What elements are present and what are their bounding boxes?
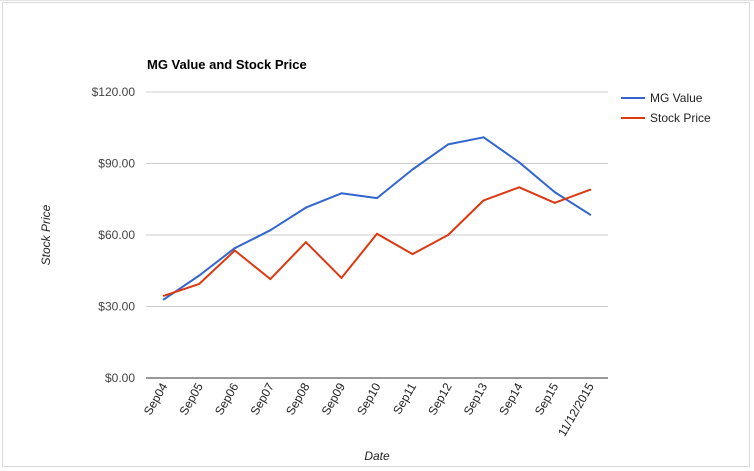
y-tick-label: $0.00 (105, 371, 135, 385)
data-point (304, 206, 307, 209)
data-point (553, 191, 556, 194)
data-point (482, 199, 485, 202)
series-line-0 (163, 136, 591, 301)
x-tick-label: Sep14 (496, 380, 526, 417)
x-tick-label: Sep04 (141, 380, 171, 417)
data-point (376, 197, 378, 200)
data-point (162, 298, 165, 301)
data-point (447, 143, 450, 146)
data-point (233, 247, 236, 250)
data-point (447, 234, 450, 236)
x-tick-label: Sep08 (283, 380, 313, 417)
series-line-1 (163, 186, 591, 297)
series-lines (162, 136, 592, 301)
data-point (518, 186, 521, 189)
x-tick-label: Sep15 (532, 380, 562, 417)
x-tick-label: Sep05 (176, 380, 206, 417)
x-tick-label: 11/12/2015 (555, 380, 597, 439)
data-point (233, 249, 236, 252)
chart-title: MG Value and Stock Price (147, 57, 307, 72)
y-tick-label: $120.00 (92, 85, 136, 99)
data-point (162, 294, 165, 297)
data-point (304, 241, 307, 244)
data-point (411, 253, 414, 256)
y-tick-label: $90.00 (98, 157, 135, 171)
legend: MG Value Stock Price (621, 91, 711, 125)
x-tick-label: Sep06 (212, 380, 242, 417)
x-tick-label: Sep09 (319, 380, 349, 417)
data-point (198, 274, 201, 277)
x-tick-label: Sep10 (354, 380, 384, 417)
y-axis-title: Stock Price (39, 204, 53, 265)
data-point (269, 278, 272, 281)
data-point (198, 282, 201, 285)
gridlines (146, 91, 608, 307)
x-tick-label: Sep11 (390, 380, 419, 417)
data-point (340, 276, 343, 279)
x-axis-title: Date (364, 449, 390, 463)
x-tick-label: Sep12 (425, 380, 455, 417)
x-tick-label: Sep13 (461, 380, 491, 417)
legend-label: Stock Price (650, 111, 711, 125)
x-axis-ticks: Sep04 Sep05 Sep06 Sep07 Sep08 Sep09 Sep10 Sep11… (141, 380, 597, 439)
data-point (589, 213, 592, 216)
x-tick-label: Sep07 (248, 380, 278, 417)
data-point (553, 201, 556, 204)
data-point (376, 232, 378, 235)
data-point (589, 188, 592, 191)
data-point (340, 192, 343, 195)
legend-label: MG Value (650, 91, 703, 105)
y-tick-label: $60.00 (98, 228, 135, 242)
data-point (269, 229, 272, 232)
y-tick-label: $30.00 (98, 300, 135, 314)
data-point (482, 136, 485, 139)
data-point (411, 168, 414, 171)
data-point (518, 161, 521, 164)
y-axis-ticks: $0.00 $30.00 $60.00 $90.00 $120.00 (92, 85, 136, 385)
